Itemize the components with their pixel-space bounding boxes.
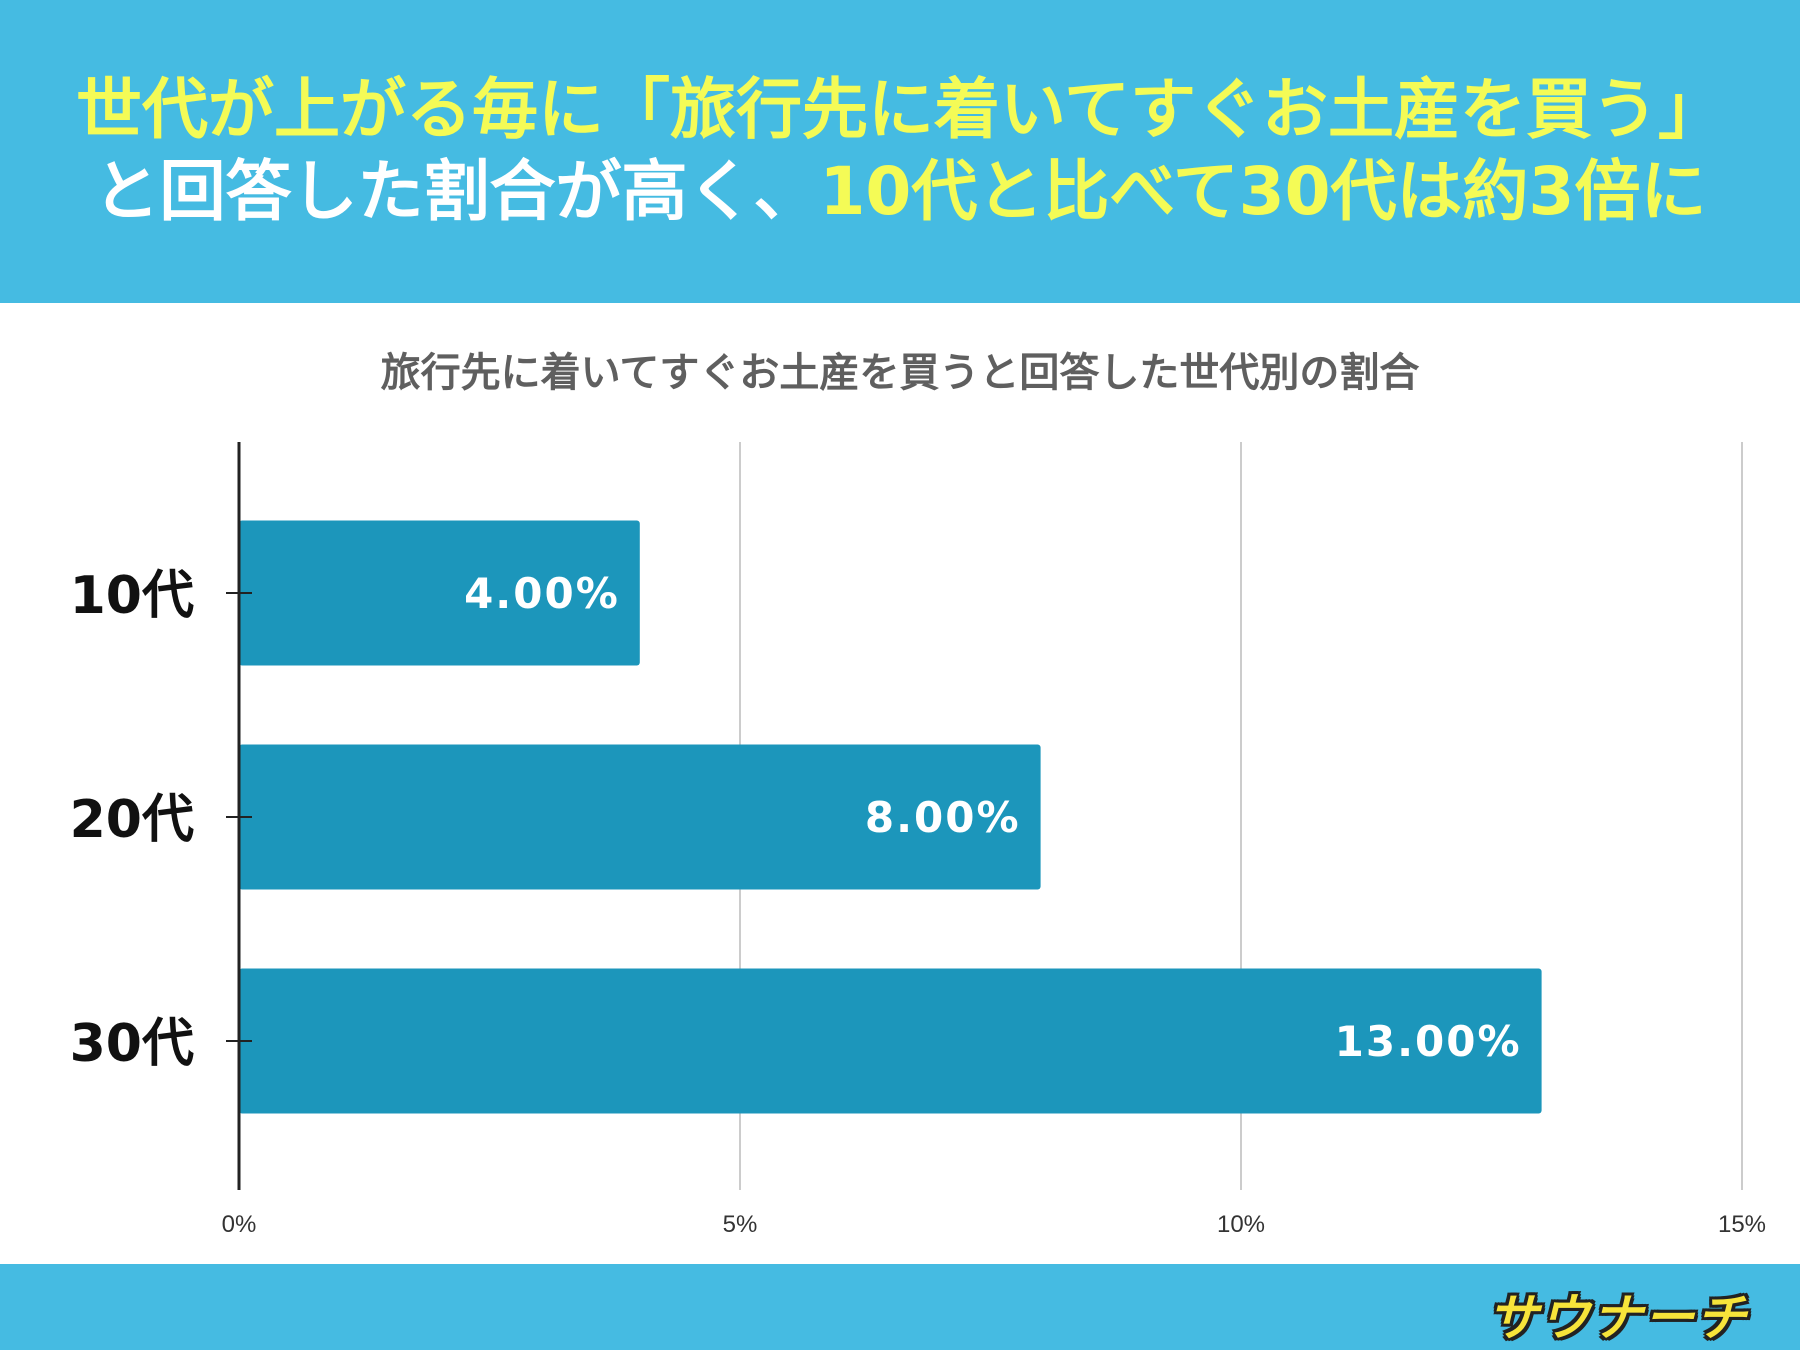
bar [239, 744, 1041, 890]
data-label: 13.00% [1335, 1017, 1522, 1066]
footer-banner: サウナーチ [0, 1264, 1800, 1350]
y-category-label: 10代 [70, 566, 194, 626]
y-category-label: 30代 [70, 1014, 194, 1074]
x-tick-label: 10% [1217, 1211, 1265, 1238]
headline-line-1: 世代が上がる毎に「旅行先に着いてすぐお土産を買う」 [75, 71, 1725, 148]
bar [239, 520, 640, 666]
headline-line-2: と回答した割合が高く、10代と比べて30代は約3倍に [0, 152, 1800, 232]
x-tick-label: 15% [1718, 1211, 1766, 1238]
x-tick-label: 5% [723, 1211, 758, 1238]
bar [239, 968, 1542, 1114]
chart-title: 旅行先に着いてすぐお土産を買うと回答した世代別の割合 [380, 350, 1420, 396]
header-banner: 世代が上がる毎に「旅行先に着いてすぐお土産を買う」 と回答した割合が高く、10代… [0, 0, 1800, 303]
brand-logo: サウナーチ [1488, 1289, 1748, 1347]
x-tick-label: 0% [222, 1211, 257, 1238]
headline-line-2-white: と回答した割合が高く、 [93, 153, 820, 230]
headline-line-2-highlight: 10代と比べて30代は約3倍に [819, 153, 1707, 230]
data-label: 4.00% [464, 569, 620, 618]
data-label: 8.00% [865, 793, 1021, 842]
bar-chart: 0% 5% 10% 15% 4.00% 10代 8.00% 20代 13.00% 30代 [70, 442, 1766, 1238]
y-category-label: 20代 [70, 790, 194, 850]
